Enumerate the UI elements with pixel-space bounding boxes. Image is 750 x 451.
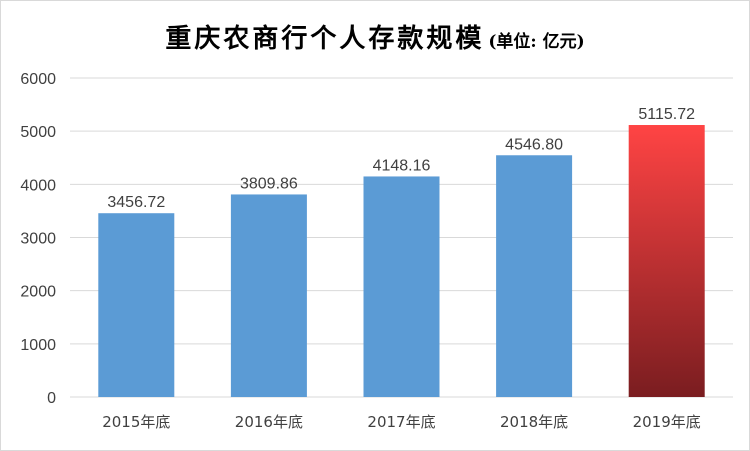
data-label: 3809.86 [240, 175, 298, 192]
y-tick-label: 2000 [20, 284, 56, 301]
bars [98, 125, 705, 397]
bar [496, 155, 573, 397]
data-labels: 3456.72 3809.86 4148.16 4546.80 5115.72 [107, 106, 695, 211]
y-tick-label: 3000 [20, 231, 56, 248]
bar [98, 213, 175, 397]
x-tick-label: 2019年底 [633, 413, 701, 431]
x-tick-label: 2016年底 [235, 413, 303, 431]
x-axis-labels: 2015年底 2016年底 2017年底 2018年底 2019年底 [102, 413, 701, 431]
y-tick-label: 6000 [20, 71, 56, 88]
y-tick-label: 0 [47, 390, 56, 407]
x-tick-label: 2018年底 [500, 413, 568, 431]
bar [628, 125, 705, 397]
y-axis-ticks: 0 1000 2000 3000 4000 5000 6000 [20, 71, 56, 407]
bar [230, 194, 307, 397]
data-label: 5115.72 [638, 106, 695, 123]
chart-title-block: 重庆农商行个人存款规模 (单位: 亿元) [0, 18, 750, 55]
data-label: 3456.72 [107, 194, 165, 211]
data-label: 4148.16 [373, 157, 431, 174]
y-tick-label: 1000 [20, 337, 56, 354]
x-tick-label: 2017年底 [367, 413, 435, 431]
x-tick-label: 2015年底 [102, 413, 170, 431]
bar [363, 176, 440, 397]
data-label: 4546.80 [505, 136, 563, 153]
chart-title: 重庆农商行个人存款规模 [165, 24, 485, 54]
chart-unit: (单位: 亿元) [488, 32, 585, 52]
y-tick-label: 5000 [20, 124, 56, 141]
y-tick-label: 4000 [20, 177, 56, 194]
